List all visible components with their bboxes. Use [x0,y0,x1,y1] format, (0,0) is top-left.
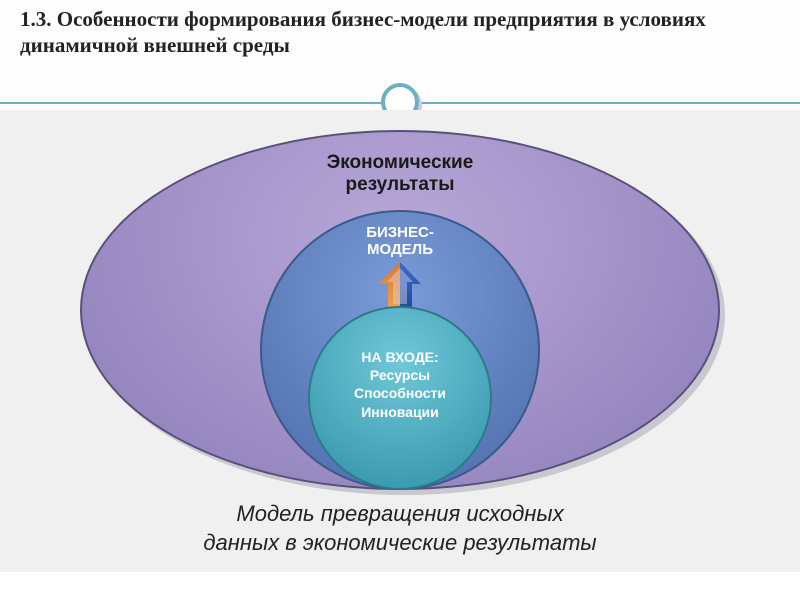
inner-circle: НА ВХОДЕ: Ресурсы Способности Инновации [308,306,492,490]
slide: 1.3. Особенности формирования бизнес-мод… [0,0,800,600]
outer-ellipse-label: Экономическиерезультаты [82,152,718,196]
slide-title: 1.3. Особенности формирования бизнес-мод… [20,6,780,59]
inner-circle-heading: НА ВХОДЕ: [361,349,438,365]
inner-circle-line1: Ресурсы [370,367,430,383]
mid-circle-label: БИЗНЕС-МОДЕЛЬ [262,224,538,259]
caption-line1: Модель превращения исходных [236,501,563,526]
bottom-padding [0,572,800,600]
inner-circle-line2: Способности [354,385,446,401]
caption: Модель превращения исходных данных в эко… [0,500,800,557]
outer-ellipse-text: Экономическиерезультаты [327,152,474,195]
caption-line2: данных в экономические результаты [203,530,596,555]
inner-circle-label: НА ВХОДЕ: Ресурсы Способности Инновации [310,348,490,421]
mid-circle-text: БИЗНЕС-МОДЕЛЬ [366,224,434,258]
inner-circle-line3: Инновации [361,404,439,420]
